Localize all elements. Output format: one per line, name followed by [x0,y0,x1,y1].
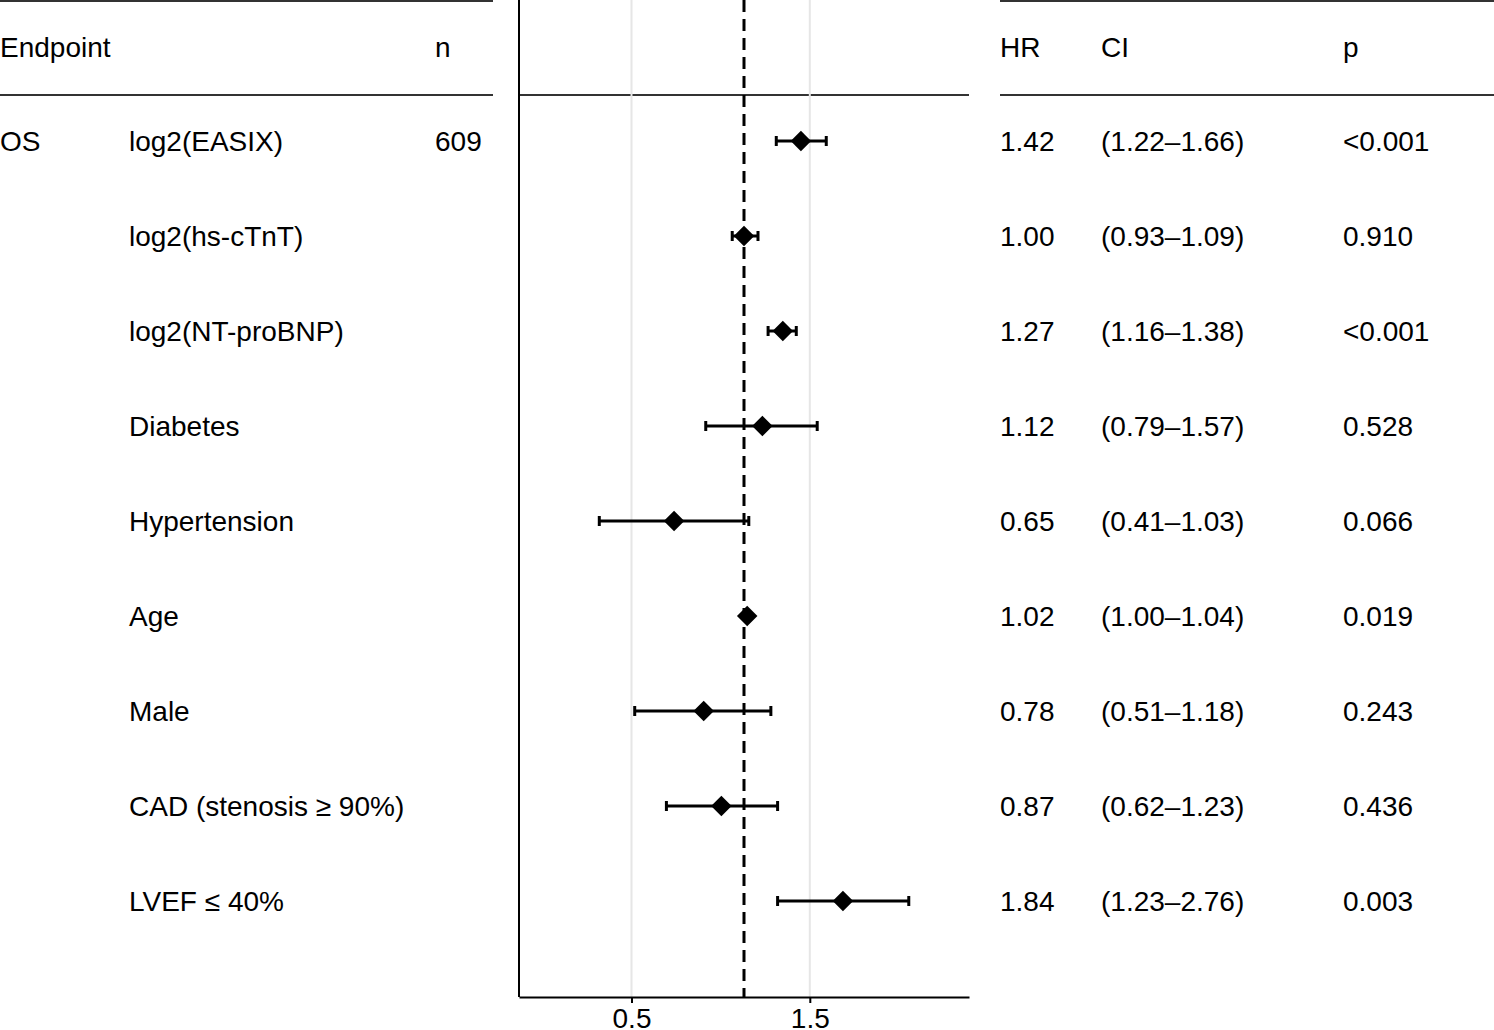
ci-label: (0.41–1.03) [1101,506,1244,537]
p-label: 0.528 [1343,411,1413,442]
hr-marker [773,321,793,341]
header-rule [0,94,493,96]
ci-cap-upper [776,801,779,811]
ci-label: (0.79–1.57) [1101,411,1244,442]
x-tick-label: 0.5 [613,1003,652,1030]
hr-marker [664,511,684,531]
row-label: Diabetes [129,411,240,442]
row-label: log2(NT-proBNP) [129,316,344,347]
column-header: CI [1101,32,1129,63]
forest-row [635,701,771,721]
ci-cap-upper [816,421,819,431]
forest-row [776,131,826,151]
ci-cap-lower [633,706,636,716]
ci-cap-upper [907,896,910,906]
column-header: n [435,32,451,63]
ci-cap-lower [775,136,778,146]
hr-marker [791,131,811,151]
p-label: <0.001 [1343,316,1429,347]
p-label: 0.003 [1343,886,1413,917]
row-label: Age [129,601,179,632]
forest-row [706,416,817,436]
n-label: 609 [435,126,482,157]
endpoint-label: OS [0,126,40,157]
ci-label: (1.00–1.04) [1101,601,1244,632]
x-tick: 1.5 [791,997,830,1030]
x-tick-label: 1.5 [791,1003,830,1030]
p-label: 0.019 [1343,601,1413,632]
ci-cap-lower [665,801,668,811]
ci-cap-lower [598,516,601,526]
ci-label: (1.23–2.76) [1101,886,1244,917]
forest-row [768,321,796,341]
row-label: log2(hs-cTnT) [129,221,303,252]
marks [599,0,908,997]
ci-cap-lower [776,896,779,906]
hr-marker [737,606,757,626]
ci-cap-upper [769,706,772,716]
hr-label: 1.27 [1000,316,1055,347]
forest-row [599,511,749,531]
ci-label: (1.16–1.38) [1101,316,1244,347]
column-header: p [1343,32,1359,63]
row-label: Male [129,696,190,727]
ci-cap-upper [795,326,798,336]
ci-label: (0.51–1.18) [1101,696,1244,727]
row-label: LVEF ≤ 40% [129,886,284,917]
x-tick-mark [631,997,633,1003]
plot-frame-left [518,0,520,997]
table-rule [0,0,493,2]
grid [632,0,810,997]
forest-row [666,796,777,816]
ci-cap-upper [825,136,828,146]
hr-label: 0.78 [1000,696,1055,727]
ci-cap-lower [704,421,707,431]
reference-line [743,0,746,997]
forest-row [778,891,909,911]
table-rule [1000,0,1494,2]
hr-marker [833,891,853,911]
grid-line [809,0,811,997]
x-axis: 0.5 1.5 [520,997,970,1030]
hr-marker [711,796,731,816]
hr-marker [693,701,713,721]
hr-label: 1.42 [1000,126,1055,157]
p-label: 0.910 [1343,221,1413,252]
ci-label: (1.22–1.66) [1101,126,1244,157]
column-header: Endpoint [0,32,111,63]
grid-line [631,0,633,997]
hr-label: 0.87 [1000,791,1055,822]
ci-cap-lower [767,326,770,336]
hr-marker [734,226,754,246]
row-label: log2(EASIX) [129,126,283,157]
header-rule [1000,94,1494,96]
ci-cap-lower [731,231,734,241]
forest-plot: Endpoint n HR CI p 0.5 1.5 OS 609 log2(EASIX) 1.42… [0,0,1494,1030]
ci-cap-upper [756,231,759,241]
hr-label: 0.65 [1000,506,1055,537]
forest-row [737,606,757,626]
p-label: 0.243 [1343,696,1413,727]
row-label: CAD (stenosis ≥ 90%) [129,791,404,822]
p-label: <0.001 [1343,126,1429,157]
forest-row [732,226,758,246]
hr-label: 1.02 [1000,601,1055,632]
ci-label: (0.93–1.09) [1101,221,1244,252]
ci-label: (0.62–1.23) [1101,791,1244,822]
column-header: HR [1000,32,1040,63]
hr-marker [752,416,772,436]
hr-label: 1.00 [1000,221,1055,252]
row-label: Hypertension [129,506,294,537]
p-label: 0.066 [1343,506,1413,537]
p-label: 0.436 [1343,791,1413,822]
x-tick-mark [809,997,811,1003]
hr-label: 1.84 [1000,886,1055,917]
x-tick: 0.5 [613,997,652,1030]
hr-label: 1.12 [1000,411,1055,442]
ci-cap-upper [747,516,750,526]
